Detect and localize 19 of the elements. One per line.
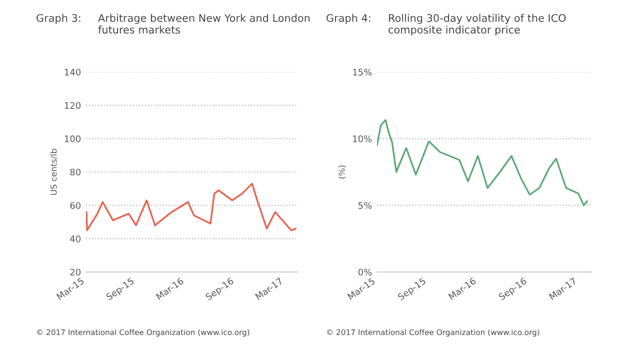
- y-tick-label: 60: [70, 202, 81, 209]
- chart-subtitle: Rolling 30-day volatility of the ICO composite indicator price: [388, 14, 566, 36]
- y-tick-label: 40: [70, 235, 81, 242]
- y-tick-label: 20: [70, 268, 81, 276]
- line-series: [86, 182, 296, 232]
- line-series: [377, 119, 588, 206]
- chart-subtitle: Arbitrage between New York and London futures markets: [98, 14, 310, 34]
- y-axis-title: US cents/lb: [50, 148, 58, 195]
- y-tick-label: 15%: [353, 68, 372, 76]
- y-tick-label: 5%: [358, 202, 372, 209]
- y-tick-label: 100: [64, 135, 81, 142]
- chart-title: Graph 3:: [36, 14, 80, 24]
- y-tick-label: 0%: [358, 268, 372, 276]
- chart-title: Graph 4:: [326, 14, 370, 24]
- y-tick-label: 10%: [353, 135, 372, 142]
- y-tick-label: 120: [64, 102, 81, 109]
- y-tick-label: 140: [64, 68, 81, 76]
- y-axis-title: (%): [338, 166, 346, 178]
- y-tick-label: 80: [70, 168, 81, 176]
